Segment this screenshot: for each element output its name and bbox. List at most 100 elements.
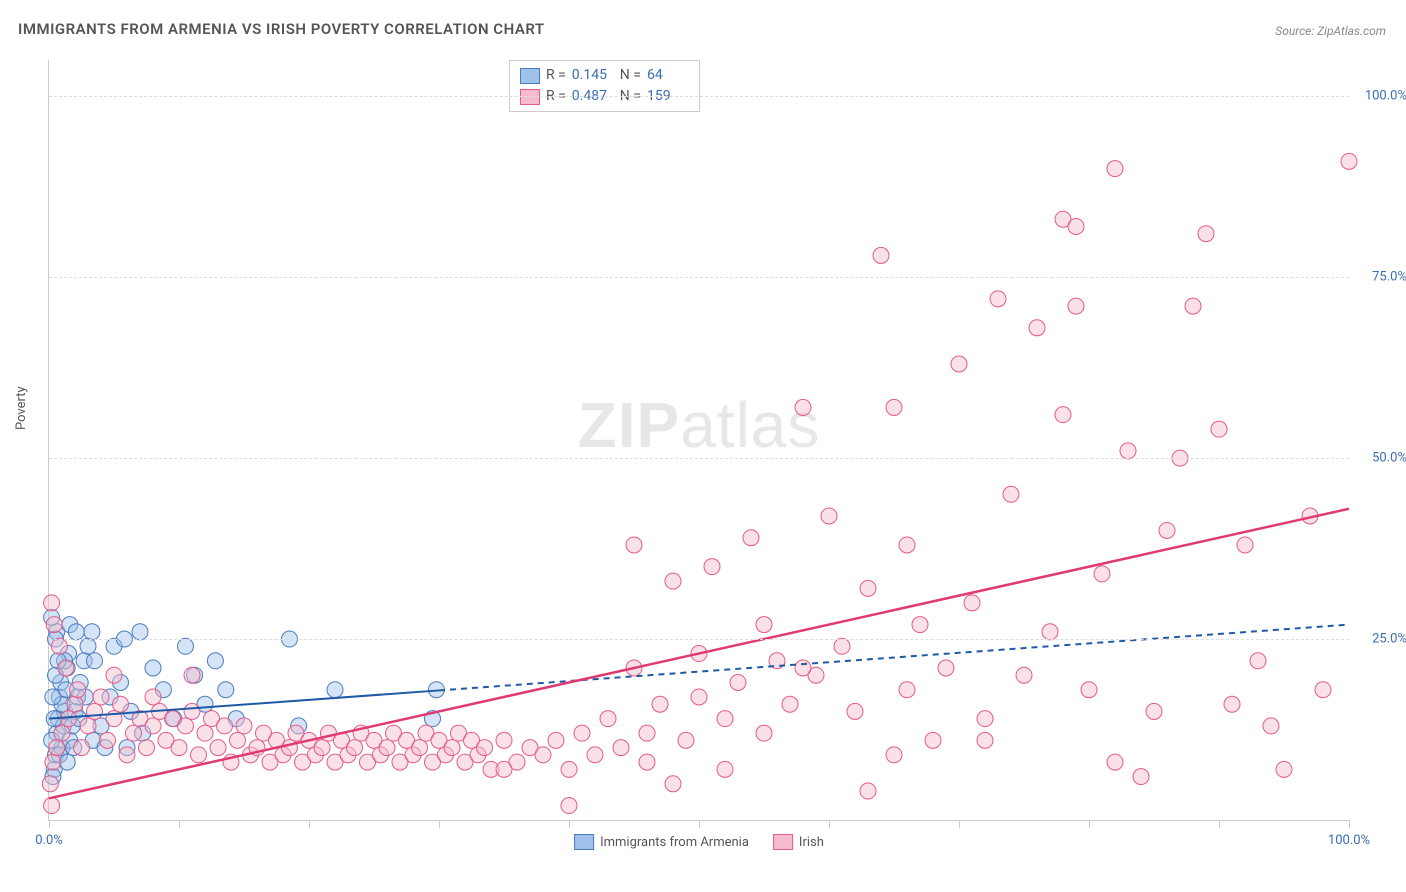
scatter-point <box>87 653 103 669</box>
source-label: Source: ZipAtlas.com <box>1275 24 1386 38</box>
legend-label: Irish <box>799 835 824 850</box>
x-tick <box>309 820 310 828</box>
scatter-point <box>1133 769 1149 785</box>
scatter-point <box>444 740 460 756</box>
scatter-point <box>1159 522 1175 538</box>
scatter-point <box>717 761 733 777</box>
scatter-point <box>626 537 642 553</box>
gridline <box>49 639 1349 640</box>
scatter-point <box>126 725 142 741</box>
scatter-point <box>886 399 902 415</box>
scatter-point <box>145 660 161 676</box>
scatter-point <box>217 718 233 734</box>
scatter-point <box>49 740 65 756</box>
legend-swatch <box>773 834 793 850</box>
plot-area: ZIPatlas R =0.145N =64R =0.487N =159 Imm… <box>48 60 1349 821</box>
scatter-point <box>639 754 655 770</box>
stats-row: R =0.145N =64 <box>520 65 689 86</box>
scatter-point <box>1341 153 1357 169</box>
scatter-point <box>1107 754 1123 770</box>
scatter-point <box>1120 443 1136 459</box>
scatter-point <box>379 740 395 756</box>
gridline <box>49 458 1349 459</box>
scatter-point <box>54 725 70 741</box>
scatter-point <box>93 689 109 705</box>
scatter-point <box>282 740 298 756</box>
scatter-point <box>600 711 616 727</box>
scatter-point <box>70 682 86 698</box>
scatter-point <box>132 624 148 640</box>
scatter-point <box>1237 537 1253 553</box>
scatter-point <box>218 682 234 698</box>
scatter-point <box>51 638 67 654</box>
scatter-point <box>197 725 213 741</box>
scatter-point <box>548 732 564 748</box>
scatter-point <box>925 732 941 748</box>
scatter-point <box>1016 667 1032 683</box>
scatter-point <box>1003 486 1019 502</box>
scatter-point <box>58 660 74 676</box>
scatter-point <box>977 711 993 727</box>
scatter-point <box>477 740 493 756</box>
scatter-point <box>639 725 655 741</box>
scatter-point <box>1146 703 1162 719</box>
scatter-point <box>45 754 61 770</box>
scatter-point <box>899 682 915 698</box>
scatter-point <box>1068 298 1084 314</box>
scatter-point <box>347 740 363 756</box>
scatter-point <box>496 732 512 748</box>
scatter-point <box>912 617 928 633</box>
y-tick-label: 100.0% <box>1357 89 1406 104</box>
gridline <box>49 96 1349 97</box>
x-tick-label: 0.0% <box>35 833 63 848</box>
scatter-point <box>80 718 96 734</box>
scatter-point <box>899 537 915 553</box>
x-tick <box>1089 820 1090 828</box>
scatter-point <box>44 798 60 814</box>
scatter-point <box>1224 696 1240 712</box>
scatter-point <box>756 617 772 633</box>
scatter-point <box>964 595 980 611</box>
scatter-point <box>1276 761 1292 777</box>
scatter-point <box>990 291 1006 307</box>
scatter-point <box>171 740 187 756</box>
legend-item: Immigrants from Armenia <box>574 834 749 850</box>
stats-legend-box: R =0.145N =64R =0.487N =159 <box>509 60 700 112</box>
scatter-point <box>100 732 116 748</box>
scatter-point <box>184 667 200 683</box>
x-tick <box>699 820 700 828</box>
scatter-point <box>860 580 876 596</box>
scatter-point <box>314 740 330 756</box>
scatter-point <box>782 696 798 712</box>
scatter-point <box>821 508 837 524</box>
x-tick <box>439 820 440 828</box>
scatter-point <box>87 703 103 719</box>
scatter-point <box>1185 298 1201 314</box>
scatter-point <box>938 660 954 676</box>
scatter-point <box>704 559 720 575</box>
chart-title: IMMIGRANTS FROM ARMENIA VS IRISH POVERTY… <box>18 20 545 38</box>
scatter-point <box>691 689 707 705</box>
scatter-point <box>236 718 252 734</box>
scatter-point <box>587 747 603 763</box>
stat-n-value: 64 <box>647 65 689 86</box>
scatter-point <box>46 617 62 633</box>
scatter-point <box>1263 718 1279 734</box>
x-tick <box>829 820 830 828</box>
scatter-point <box>61 711 77 727</box>
scatter-point <box>59 754 75 770</box>
scatter-point <box>574 725 590 741</box>
scatter-point <box>1107 161 1123 177</box>
scatter-point <box>106 667 122 683</box>
scatter-point <box>327 682 343 698</box>
x-tick <box>959 820 960 828</box>
scatter-point <box>139 740 155 756</box>
scatter-point <box>847 703 863 719</box>
scatter-point <box>1315 682 1331 698</box>
scatter-point <box>717 711 733 727</box>
scatter-point <box>1081 682 1097 698</box>
x-tick <box>1219 820 1220 828</box>
scatter-point <box>80 638 96 654</box>
scatter-point <box>412 740 428 756</box>
scatter-point <box>535 747 551 763</box>
